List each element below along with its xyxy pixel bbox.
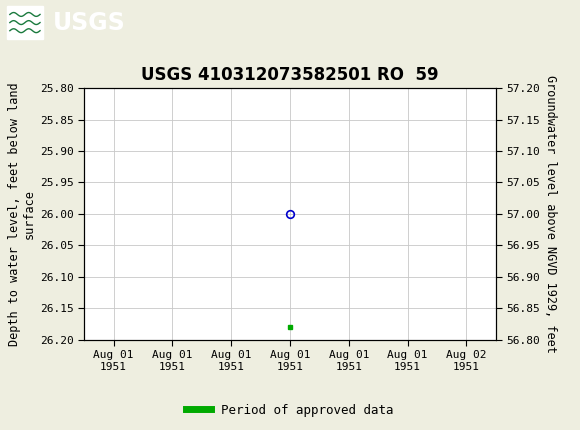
Title: USGS 410312073582501 RO  59: USGS 410312073582501 RO 59	[141, 66, 439, 84]
Legend: Period of approved data: Period of approved data	[181, 399, 399, 421]
Text: USGS: USGS	[53, 11, 126, 34]
Y-axis label: Depth to water level, feet below land
surface: Depth to water level, feet below land su…	[8, 82, 36, 346]
Bar	[7, 6, 43, 39]
Y-axis label: Groundwater level above NGVD 1929, feet: Groundwater level above NGVD 1929, feet	[544, 75, 557, 353]
